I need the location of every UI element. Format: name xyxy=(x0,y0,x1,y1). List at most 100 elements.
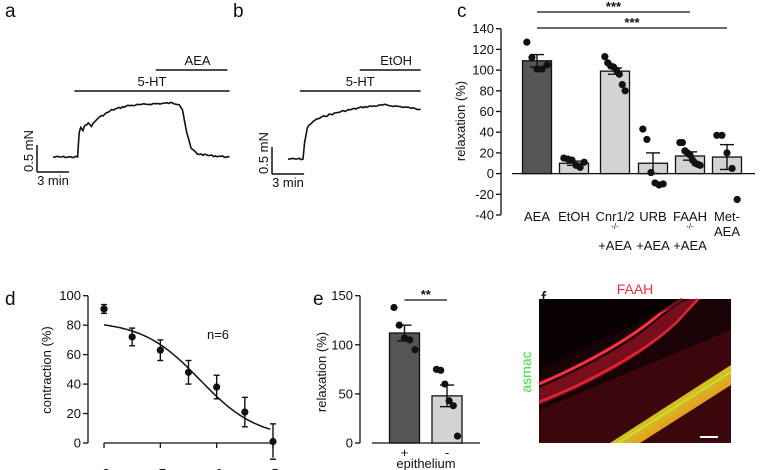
data-point xyxy=(659,180,667,188)
faah-label: FAAH xyxy=(617,281,654,297)
data-point xyxy=(449,402,457,410)
x-tick-label: -6 xyxy=(211,466,223,470)
scale-force-label: 0.5 mN xyxy=(256,132,271,174)
significance-stars: *** xyxy=(606,0,622,14)
y-tick-label: 40 xyxy=(67,377,81,392)
x-tick-sublabel: -/- xyxy=(611,222,619,231)
scale-force-label: 0.5 mN xyxy=(21,130,36,172)
y-axis-label: relaxation (%) xyxy=(453,81,468,161)
micrograph-tissue xyxy=(538,297,732,444)
panel-label-f: f xyxy=(541,289,547,310)
x-axis-label: epithelium xyxy=(396,456,455,470)
data-point xyxy=(580,158,588,166)
x-tick-label: FAAH xyxy=(673,209,707,224)
panel-label-e: e xyxy=(313,289,324,310)
y-tick-label: 0 xyxy=(74,436,81,451)
significance-stars: *** xyxy=(624,15,640,30)
x-tick-label: URB xyxy=(639,209,666,224)
y-tick-label: -20 xyxy=(475,187,494,202)
data-point xyxy=(269,437,277,446)
y-tick-label: 0 xyxy=(346,436,353,451)
asmac-label: asmac xyxy=(518,351,534,392)
force-trace xyxy=(287,103,421,161)
y-tick-label: 20 xyxy=(67,406,81,421)
data-point xyxy=(643,135,651,144)
y-tick-label: 120 xyxy=(472,42,494,57)
data-point xyxy=(733,195,741,204)
treatment-label: 5-HT xyxy=(138,74,167,89)
y-tick-label: 60 xyxy=(480,104,494,119)
data-point xyxy=(543,61,551,69)
panel-label-c: c xyxy=(457,1,467,22)
data-point xyxy=(713,131,721,139)
data-point xyxy=(728,164,736,173)
x-tick-sublabel: AEA xyxy=(714,224,740,239)
panel-f-micrograph: FAAH asmac xyxy=(518,281,732,444)
treatment-label: EtOH xyxy=(380,53,412,68)
x-tick-label: Met- xyxy=(714,209,740,224)
data-point xyxy=(678,138,686,147)
significance-stars: ** xyxy=(421,287,432,302)
sample-size-annotation: n=6 xyxy=(207,327,229,342)
y-axis-label: contraction (%) xyxy=(39,326,54,413)
scale-bar xyxy=(700,436,718,438)
panel-label-a: a xyxy=(5,1,16,22)
x-tick-sublabel: -/- xyxy=(686,222,694,231)
data-point xyxy=(621,87,629,95)
force-trace xyxy=(52,101,230,159)
x-tick-treatment: +AEA xyxy=(598,238,632,253)
data-point xyxy=(718,131,726,139)
x-tick-treatment: +AEA xyxy=(673,238,707,253)
x-tick-label: - xyxy=(445,445,449,460)
y-tick-label: 100 xyxy=(59,288,81,303)
data-point xyxy=(618,80,626,89)
y-tick-label: 40 xyxy=(480,125,494,140)
data-point xyxy=(523,38,531,46)
panel-c-bar-chart: -40 -20 0 20 40 60 80 100 120 140 relaxation (%) **… xyxy=(453,0,755,253)
y-tick-label: 80 xyxy=(480,83,494,98)
y-tick-label: 0 xyxy=(487,166,494,181)
treatment-label: 5-HT xyxy=(346,74,375,89)
x-tick-label: EtOH xyxy=(558,209,590,224)
y-tick-label: 150 xyxy=(331,288,353,303)
x-tick-label: -8 xyxy=(98,466,110,470)
x-tick-label: AEA xyxy=(524,209,550,224)
x-tick-label: -7 xyxy=(155,466,167,470)
data-point xyxy=(411,346,419,354)
y-tick-label: 140 xyxy=(472,21,494,36)
data-point xyxy=(639,125,647,133)
data-point xyxy=(390,303,398,312)
x-tick-label: Cnr1/2 xyxy=(595,209,634,224)
y-tick-label: 80 xyxy=(67,318,81,333)
y-tick-label: 60 xyxy=(67,347,81,362)
data-point xyxy=(241,408,249,416)
y-tick-label: -40 xyxy=(475,208,494,223)
x-tick-label: + xyxy=(401,445,409,460)
data-point xyxy=(128,333,136,341)
x-tick-label: -5 xyxy=(267,466,279,470)
y-tick-label: 100 xyxy=(472,63,494,78)
x-tick-treatment: +AEA xyxy=(636,238,670,253)
y-tick-label: 20 xyxy=(480,145,494,160)
panel-e-bar-chart: 0 50 100 150 relaxation (%) ** + -epithelium xyxy=(314,287,480,470)
data-point xyxy=(453,432,462,440)
treatment-label: AEA xyxy=(185,53,211,68)
y-tick-label: 100 xyxy=(331,337,353,352)
data-point xyxy=(156,346,164,354)
data-point xyxy=(437,366,445,374)
data-point xyxy=(184,368,193,376)
data-point xyxy=(528,54,536,62)
scale-time-label: 3 min xyxy=(272,175,304,190)
scale-time-label: 3 min xyxy=(37,173,69,188)
data-point xyxy=(100,305,108,313)
data-point xyxy=(406,336,414,344)
data-point xyxy=(696,161,704,169)
bar xyxy=(521,60,553,175)
y-axis-label: relaxation (%) xyxy=(314,332,329,412)
y-tick-label: 50 xyxy=(339,386,353,401)
data-point xyxy=(601,53,609,61)
panel-label-b: b xyxy=(233,1,244,22)
